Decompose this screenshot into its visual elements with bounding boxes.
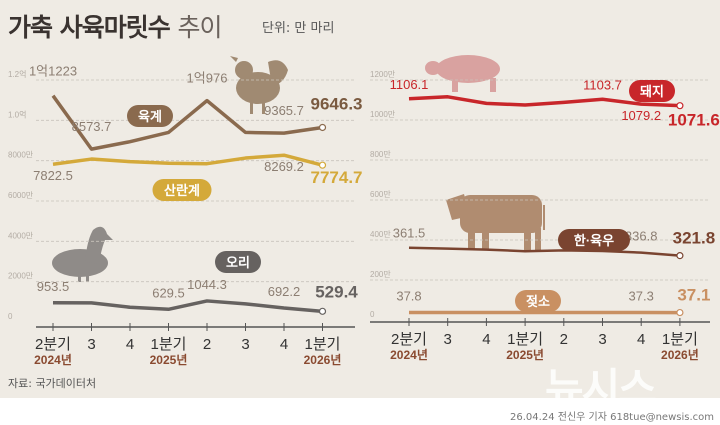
x-tick-label: 3	[598, 331, 606, 348]
y-tick-label: 6000만	[8, 191, 34, 200]
y-tick-label: 4000만	[8, 231, 34, 240]
y-tick-label: 0	[370, 310, 375, 319]
data-point	[676, 102, 684, 110]
series-line-1	[408, 246, 680, 257]
data-point	[676, 308, 684, 317]
data-label: 1044.3	[187, 277, 227, 292]
x-tick-label: 4	[637, 331, 645, 348]
x-tick-label: 2	[560, 331, 568, 348]
data-label: 692.2	[268, 284, 301, 299]
page-title: 가축 사육마릿수 추이	[8, 8, 222, 44]
data-label: 8269.2	[264, 159, 304, 174]
series-line-0	[408, 95, 680, 108]
data-label: 37.3	[629, 289, 654, 304]
watermark-logo: 뉴시스	[545, 364, 657, 413]
x-tick-label: 1분기	[507, 331, 543, 348]
infographic-panel	[0, 0, 720, 398]
y-tick-label: 1200만	[370, 70, 396, 79]
series-name-badge	[629, 80, 675, 102]
x-tick-label: 4	[482, 331, 490, 348]
year-label: 2024년	[34, 353, 72, 367]
data-label: 953.5	[37, 279, 70, 294]
data-point	[318, 123, 327, 132]
source-label: 자료: 국가데이터처	[8, 377, 97, 390]
series-name: 오리	[226, 255, 250, 270]
data-point	[318, 307, 327, 315]
x-tick-label: 1분기	[662, 331, 698, 348]
cow-icon	[446, 194, 545, 250]
x-tick-label: 3	[87, 336, 95, 353]
title-suffix: 추이	[177, 13, 222, 42]
data-label: 37.8	[396, 288, 421, 303]
x-tick-label: 2분기	[35, 336, 71, 353]
year-label: 2025년	[150, 353, 188, 367]
series-name: 육계	[138, 109, 162, 124]
series-name-badge	[152, 179, 212, 201]
data-label: 1071.6	[668, 111, 720, 130]
series-name: 산란계	[164, 183, 200, 198]
data-label: 9646.3	[311, 94, 363, 113]
data-label: 529.4	[315, 282, 358, 301]
series-name: 돼지	[640, 84, 664, 99]
data-point	[318, 161, 327, 169]
data-label: 1억976	[187, 71, 228, 86]
y-tick-label: 1.2억	[8, 69, 26, 79]
data-label: 1106.1	[390, 77, 429, 92]
y-tick-label: 2000만	[8, 272, 34, 281]
x-tick-label: 4	[280, 336, 288, 353]
data-label: 7822.5	[33, 168, 73, 183]
y-tick-label: 1.0억	[8, 109, 26, 119]
title-main: 가축 사육마릿수	[8, 13, 171, 42]
y-tick-label: 1000만	[370, 110, 396, 119]
pig-icon	[425, 55, 500, 92]
duck-icon	[52, 226, 113, 282]
year-label: 2025년	[506, 348, 544, 362]
year-label: 2024년	[390, 348, 428, 362]
x-tick-label: 2	[203, 336, 211, 353]
x-tick-label: 1분기	[305, 336, 341, 353]
series-name-badge	[515, 290, 561, 312]
y-tick-label: 400만	[370, 230, 391, 239]
series-name: 한·육우	[574, 233, 614, 248]
y-tick-label: 8000만	[8, 151, 34, 160]
data-label: 629.5	[152, 285, 185, 300]
unit-label: 단위: 만 마리	[262, 21, 335, 36]
year-label: 2026년	[661, 348, 699, 362]
series-line-1	[52, 153, 323, 167]
data-label: 321.8	[673, 229, 716, 248]
y-tick-label: 200만	[370, 270, 391, 279]
data-label: 361.5	[393, 226, 426, 241]
credit-label: 26.04.24 전신우 기자 618tue@newsis.com	[510, 412, 714, 423]
data-label: 1079.2	[621, 108, 661, 123]
x-tick-label: 3	[241, 336, 249, 353]
y-tick-label: 600만	[370, 190, 391, 199]
data-label: 9365.7	[264, 103, 304, 118]
series-line-2	[52, 299, 323, 314]
series-name: 젖소	[526, 294, 550, 309]
data-label: 7774.7	[311, 168, 363, 187]
data-label: 1103.7	[583, 77, 622, 92]
data-label: 336.8	[625, 229, 658, 244]
data-point	[676, 252, 684, 260]
x-tick-label: 3	[444, 331, 452, 348]
x-tick-label: 4	[126, 336, 134, 353]
data-label: 37.1	[677, 286, 710, 305]
data-label: 8573.7	[72, 119, 112, 134]
data-label: 1억1223	[29, 64, 77, 79]
y-tick-label: 800만	[370, 150, 391, 159]
series-name-badge	[558, 229, 630, 251]
y-tick-label: 0	[8, 312, 13, 321]
series-name-badge	[127, 105, 173, 127]
x-tick-label: 2분기	[391, 331, 427, 348]
series-line-0	[51, 94, 323, 151]
series-name-badge	[215, 251, 261, 273]
x-tick-label: 1분기	[151, 336, 187, 353]
year-label: 2026년	[304, 353, 342, 367]
